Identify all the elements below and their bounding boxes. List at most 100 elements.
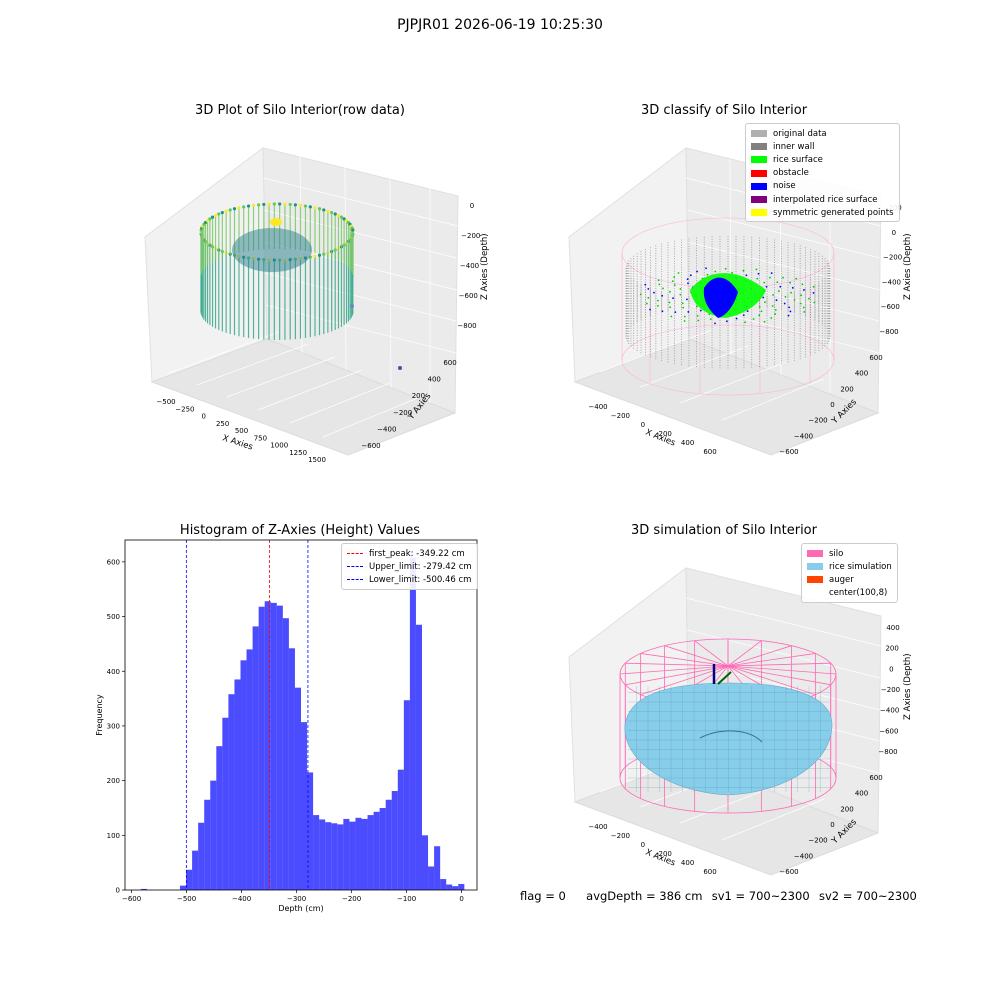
raw-point (313, 206, 317, 210)
simulation-x-tick-label: 0 (641, 841, 645, 849)
raw-z-tick-label: −200 (461, 232, 480, 240)
histogram-bar (313, 815, 320, 890)
classify-legend: original data inner wall rice surface obsta… (745, 123, 900, 223)
histogram-bar (379, 807, 386, 890)
histogram-x-tick-label: −300 (287, 895, 306, 903)
histogram-y-tick-label: 200 (107, 777, 120, 785)
raw-point (278, 202, 282, 206)
histogram-bars (140, 557, 465, 890)
classify-point (791, 286, 794, 289)
simulation-rice-surface (624, 682, 833, 796)
classify-z-tick-label: 0 (892, 229, 896, 237)
histogram-bar (234, 679, 241, 890)
histogram-bar (409, 557, 416, 890)
classify-point (669, 290, 671, 293)
classify-point (772, 293, 774, 296)
sv2-text: sv2 = 700~2300 (818, 889, 917, 903)
legend-color-swatch (751, 143, 767, 151)
classify-point (672, 297, 674, 300)
raw-point (308, 205, 312, 209)
classify-plot-title: 3D classify of Silo Interior (640, 103, 808, 118)
legend-label: Lower_limit: -500.46 cm (369, 574, 472, 585)
raw-z-tick-label: 0 (470, 202, 474, 210)
histogram-bar (258, 606, 265, 890)
classify-point (812, 292, 815, 294)
classify-point (706, 273, 709, 276)
simulation-plot-title: 3D simulation of Silo Interior (631, 523, 817, 538)
silo-roof-wire (694, 640, 729, 667)
simulation-y-tick-label: 0 (830, 821, 834, 829)
histogram-bar (301, 722, 308, 890)
histogram-bar (397, 769, 404, 890)
histogram-bar (192, 850, 199, 890)
histogram-bar (276, 605, 283, 890)
raw-pane-floor (150, 338, 457, 456)
simulation-x-tick-label: −400 (588, 823, 607, 831)
raw-point (213, 213, 218, 218)
classify-point (649, 308, 651, 311)
silo-roof-wire (727, 665, 816, 695)
status-footer: flag = 0 avgDepth = 386 cm sv1 = 700~230… (520, 889, 919, 903)
histogram-bar (403, 700, 410, 890)
silo-roof-wire (727, 662, 831, 667)
classify-point (776, 281, 779, 283)
flag-text: flag = 0 (520, 889, 566, 903)
simulation-z-tick-label: 200 (885, 645, 898, 653)
legend-color-swatch (807, 563, 823, 571)
raw-z-label: Z Axies (Depth) (480, 233, 490, 300)
silo-roof-wire (625, 665, 729, 686)
raw-x-tick-label: 1000 (270, 442, 288, 450)
histogram-x-tick-label: −100 (397, 895, 416, 903)
classify-point (799, 302, 802, 305)
raw-outlier-point (350, 304, 354, 308)
simulation-z-ticks: 400 200 0 −200 −400 −600 −800 (878, 624, 900, 756)
legend-color-swatch (751, 196, 767, 204)
histogram-bar (246, 649, 253, 890)
classify-point (800, 294, 803, 297)
histogram-bar (349, 821, 356, 890)
classify-point (769, 276, 771, 279)
histogram-bar (282, 618, 289, 890)
histogram-bar (391, 791, 398, 890)
raw-x-tick-label: 1250 (289, 449, 307, 457)
raw-x-tick-label: 1500 (308, 456, 326, 464)
classify-point (788, 306, 791, 309)
silo-roof-wire (640, 653, 729, 667)
classify-point (757, 272, 760, 275)
classify-point (770, 317, 773, 319)
histogram-legend-item: Upper_limit: -279.42 cm (347, 560, 472, 573)
legend-color-swatch (807, 550, 823, 558)
classify-point (787, 314, 790, 317)
simulation-x-tick-label: 600 (703, 868, 716, 876)
raw-point (283, 202, 287, 206)
legend-label: symmetric generated points (773, 207, 894, 218)
classify-point (808, 297, 810, 300)
classify-point (779, 285, 782, 288)
classify-point (670, 315, 673, 318)
simulation-z-tick-label: 400 (886, 624, 899, 632)
raw-point (272, 202, 276, 206)
histogram-title: Histogram of Z-Axies (Height) Values (179, 523, 421, 538)
classify-point (683, 320, 686, 322)
classify-point (774, 313, 777, 315)
histogram-y-tick-label: 600 (107, 558, 120, 566)
classify-point (714, 270, 717, 273)
auger-icon (712, 664, 732, 685)
histogram-y-tick-label: 0 (116, 887, 120, 895)
legend-color-swatch (751, 182, 767, 190)
histogram-bar (446, 884, 453, 890)
classify-point (645, 302, 648, 305)
histogram-bar (264, 601, 271, 890)
legend-color-swatch (751, 169, 767, 177)
raw-point (330, 210, 334, 215)
classify-y-tick-label: −600 (779, 448, 798, 456)
classify-point (696, 314, 699, 317)
raw-point (210, 215, 215, 219)
raw-z-tick-label: −800 (457, 322, 476, 330)
histogram-bar (367, 815, 374, 890)
silo-roof-wire (727, 640, 762, 667)
histogram-bar (422, 835, 429, 890)
classify-x-tick-label: 0 (641, 421, 645, 429)
